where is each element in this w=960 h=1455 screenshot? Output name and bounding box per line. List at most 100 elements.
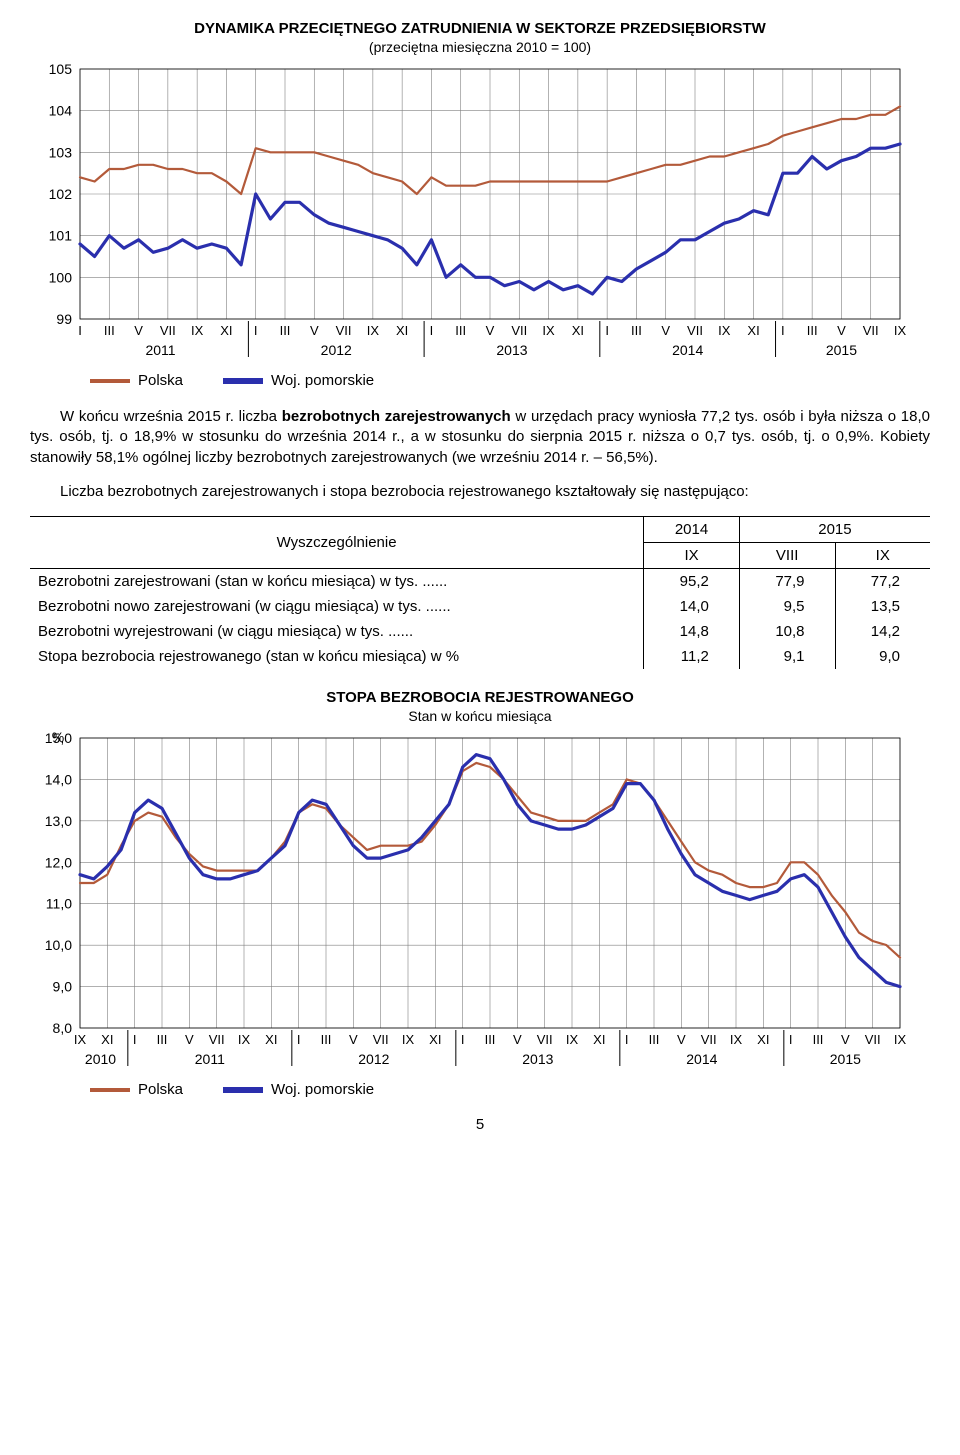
legend-swatch bbox=[223, 378, 263, 384]
svg-text:VII: VII bbox=[865, 1032, 881, 1047]
svg-text:IX: IX bbox=[367, 323, 380, 338]
paragraph-1: W końcu września 2015 r. liczba bezrobot… bbox=[30, 407, 930, 468]
svg-text:2014: 2014 bbox=[672, 342, 703, 358]
svg-text:100: 100 bbox=[49, 269, 73, 285]
cell: 9,1 bbox=[739, 644, 835, 669]
svg-text:XI: XI bbox=[220, 323, 232, 338]
svg-text:V: V bbox=[349, 1032, 358, 1047]
svg-text:XI: XI bbox=[396, 323, 408, 338]
svg-text:VII: VII bbox=[373, 1032, 389, 1047]
legend-label: Polska bbox=[138, 1081, 183, 1098]
svg-text:XI: XI bbox=[572, 323, 584, 338]
svg-text:8,0: 8,0 bbox=[53, 1020, 73, 1036]
svg-text:2011: 2011 bbox=[195, 1051, 225, 1067]
cell: 11,2 bbox=[644, 644, 740, 669]
svg-text:VII: VII bbox=[336, 323, 352, 338]
svg-text:IX: IX bbox=[542, 323, 555, 338]
svg-text:2012: 2012 bbox=[321, 342, 352, 358]
table-head-label: Wyszczególnienie bbox=[30, 517, 644, 569]
svg-text:I: I bbox=[605, 323, 609, 338]
svg-text:105: 105 bbox=[49, 61, 73, 77]
svg-text:V: V bbox=[310, 323, 319, 338]
svg-text:VII: VII bbox=[209, 1032, 225, 1047]
legend-swatch bbox=[90, 1088, 130, 1092]
svg-text:I: I bbox=[78, 323, 82, 338]
svg-text:III: III bbox=[807, 323, 818, 338]
chart2-legend: Polska Woj. pomorskie bbox=[90, 1081, 930, 1098]
svg-text:99: 99 bbox=[56, 311, 72, 327]
svg-text:2013: 2013 bbox=[522, 1051, 553, 1067]
svg-text:I: I bbox=[430, 323, 434, 338]
svg-text:I: I bbox=[297, 1032, 301, 1047]
svg-text:IX: IX bbox=[718, 323, 731, 338]
svg-text:10,0: 10,0 bbox=[45, 937, 72, 953]
svg-text:XI: XI bbox=[101, 1032, 113, 1047]
svg-text:IX: IX bbox=[894, 323, 907, 338]
svg-text:V: V bbox=[837, 323, 846, 338]
svg-text:VII: VII bbox=[537, 1032, 553, 1047]
chart2-title: STOPA BEZROBOCIA REJESTROWANEGO bbox=[30, 689, 930, 706]
chart1-legend: Polska Woj. pomorskie bbox=[90, 372, 930, 389]
cell: 10,8 bbox=[739, 619, 835, 644]
legend-item-polska: Polska bbox=[90, 1081, 183, 1098]
svg-text:VII: VII bbox=[863, 323, 879, 338]
svg-text:XI: XI bbox=[593, 1032, 605, 1047]
svg-text:I: I bbox=[254, 323, 258, 338]
svg-text:V: V bbox=[513, 1032, 522, 1047]
svg-text:%: % bbox=[52, 730, 64, 745]
svg-text:IX: IX bbox=[566, 1032, 579, 1047]
table-head-year1: 2014 bbox=[644, 517, 740, 543]
svg-text:IX: IX bbox=[730, 1032, 743, 1047]
svg-text:104: 104 bbox=[49, 103, 73, 119]
svg-text:III: III bbox=[104, 323, 115, 338]
svg-text:103: 103 bbox=[49, 144, 73, 160]
table-head-year2: 2015 bbox=[739, 517, 930, 543]
svg-text:2013: 2013 bbox=[496, 342, 527, 358]
svg-text:VII: VII bbox=[687, 323, 703, 338]
svg-text:V: V bbox=[486, 323, 495, 338]
cell: 9,5 bbox=[739, 594, 835, 619]
legend-label: Polska bbox=[138, 372, 183, 389]
svg-text:XI: XI bbox=[429, 1032, 441, 1047]
svg-text:2015: 2015 bbox=[830, 1051, 861, 1067]
svg-text:V: V bbox=[841, 1032, 850, 1047]
row-label: Bezrobotni nowo zarejestrowani (w ciągu … bbox=[30, 594, 644, 619]
svg-text:V: V bbox=[185, 1032, 194, 1047]
svg-text:V: V bbox=[677, 1032, 686, 1047]
svg-text:I: I bbox=[133, 1032, 137, 1047]
chart2-subtitle: Stan w końcu miesiąca bbox=[30, 708, 930, 724]
svg-text:IX: IX bbox=[191, 323, 204, 338]
svg-text:VII: VII bbox=[701, 1032, 717, 1047]
svg-text:XI: XI bbox=[757, 1032, 769, 1047]
svg-text:101: 101 bbox=[49, 228, 73, 244]
svg-text:11,0: 11,0 bbox=[46, 896, 72, 912]
svg-text:III: III bbox=[485, 1032, 496, 1047]
svg-text:2010: 2010 bbox=[85, 1051, 116, 1067]
svg-text:XI: XI bbox=[265, 1032, 277, 1047]
cell: 14,2 bbox=[835, 619, 930, 644]
legend-label: Woj. pomorskie bbox=[271, 1081, 374, 1098]
cell: 95,2 bbox=[644, 569, 740, 595]
svg-text:I: I bbox=[461, 1032, 465, 1047]
cell: 13,5 bbox=[835, 594, 930, 619]
svg-text:III: III bbox=[455, 323, 466, 338]
cell: 77,2 bbox=[835, 569, 930, 595]
table-sub-3: IX bbox=[835, 543, 930, 569]
paragraph-2: Liczba bezrobotnych zarejestrowanych i s… bbox=[30, 482, 930, 502]
svg-text:I: I bbox=[789, 1032, 793, 1047]
svg-text:IX: IX bbox=[238, 1032, 251, 1047]
svg-text:III: III bbox=[157, 1032, 168, 1047]
svg-text:2011: 2011 bbox=[145, 342, 175, 358]
svg-text:III: III bbox=[649, 1032, 660, 1047]
svg-text:III: III bbox=[813, 1032, 824, 1047]
chart2-container: 8,09,010,011,012,013,014,015,0IXXIIIIIVV… bbox=[30, 730, 930, 1073]
svg-text:I: I bbox=[625, 1032, 629, 1047]
chart1-title: DYNAMIKA PRZECIĘTNEGO ZATRUDNIENIA W SEK… bbox=[30, 20, 930, 37]
legend-item-pomorskie: Woj. pomorskie bbox=[223, 372, 374, 389]
row-label: Stopa bezrobocia rejestrowanego (stan w … bbox=[30, 644, 644, 669]
page-number: 5 bbox=[30, 1116, 930, 1133]
legend-item-pomorskie: Woj. pomorskie bbox=[223, 1081, 374, 1098]
svg-text:2014: 2014 bbox=[686, 1051, 717, 1067]
svg-text:2012: 2012 bbox=[358, 1051, 389, 1067]
svg-text:9,0: 9,0 bbox=[53, 979, 73, 995]
